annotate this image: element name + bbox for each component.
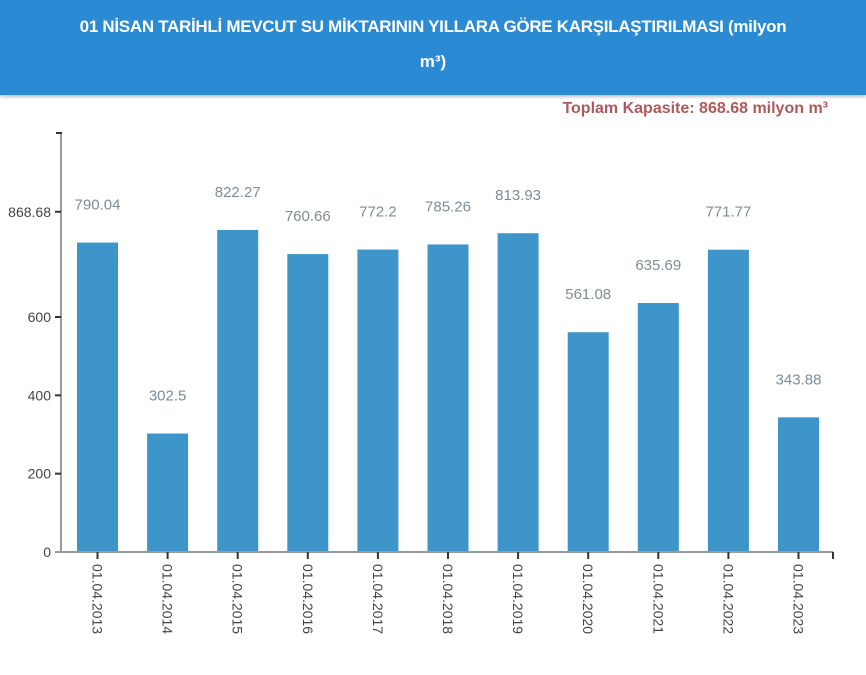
x-tick-label: 01.04.2020 bbox=[580, 564, 596, 634]
bar[interactable] bbox=[567, 332, 609, 552]
x-tick-label: 01.04.2019 bbox=[510, 564, 526, 634]
chart-title-line1: 01 NİSAN TARİHLİ MEVCUT SU MİKTARININ YI… bbox=[79, 17, 787, 36]
x-tick-label: 01.04.2013 bbox=[90, 564, 106, 634]
bar[interactable] bbox=[77, 242, 118, 552]
bar[interactable] bbox=[778, 417, 819, 552]
y-tick-label: 200 bbox=[28, 466, 52, 482]
bar-group: 343.88 bbox=[776, 371, 822, 552]
bar-group: 760.66 bbox=[285, 208, 331, 552]
chart-title-line2: m³) bbox=[419, 52, 447, 71]
bar[interactable] bbox=[637, 303, 679, 552]
bar-value-label: 302.5 bbox=[149, 388, 187, 405]
bar[interactable] bbox=[427, 244, 469, 553]
x-tick-label: 01.04.2022 bbox=[720, 564, 736, 634]
x-tick-label: 01.04.2023 bbox=[791, 564, 807, 634]
y-tick-label: 868.68 bbox=[8, 204, 51, 220]
x-tick-label: 01.04.2018 bbox=[440, 564, 456, 634]
bar[interactable] bbox=[147, 433, 189, 552]
y-tick-label: 400 bbox=[28, 387, 52, 403]
chart-header: 01 NİSAN TARİHLİ MEVCUT SU MİKTARININ YI… bbox=[0, 0, 866, 95]
bar-group: 822.27 bbox=[215, 184, 261, 552]
bar-group: 790.04 bbox=[75, 197, 121, 552]
bar-value-label: 635.69 bbox=[635, 257, 681, 274]
x-tick-label: 01.04.2017 bbox=[370, 564, 386, 634]
x-axis: 01.04.2013 01.04.2014 01.04.2015 01.04.2016… bbox=[55, 551, 834, 634]
x-tick-label: 01.04.2014 bbox=[160, 564, 176, 634]
bar-value-label: 790.04 bbox=[75, 197, 121, 214]
bar-group: 785.26 bbox=[425, 198, 471, 553]
bar-group: 813.93 bbox=[495, 187, 541, 552]
bar[interactable] bbox=[497, 233, 539, 552]
total-capacity-label: Toplam Kapasite: 868.68 milyon m³ bbox=[562, 100, 828, 117]
bars: 790.04 302.5 822.27 760.66 772.2 785.26 813.93… bbox=[75, 184, 822, 553]
bar-value-label: 785.26 bbox=[425, 198, 471, 215]
bar-value-label: 771.77 bbox=[705, 204, 751, 221]
bar-group: 771.77 bbox=[705, 204, 751, 552]
x-tick-label: 01.04.2021 bbox=[650, 564, 666, 634]
bar[interactable] bbox=[707, 249, 749, 552]
bar[interactable] bbox=[287, 254, 329, 552]
x-tick-label: 01.04.2015 bbox=[230, 564, 246, 634]
bar-value-label: 760.66 bbox=[285, 208, 331, 225]
y-tick-label: 0 bbox=[43, 544, 51, 560]
y-tick-label: 600 bbox=[28, 309, 52, 325]
bar-value-label: 813.93 bbox=[495, 187, 541, 204]
bar[interactable] bbox=[217, 229, 259, 552]
bar-value-label: 822.27 bbox=[215, 184, 261, 201]
bar-group: 302.5 bbox=[147, 388, 189, 552]
bar-group: 561.08 bbox=[565, 286, 611, 552]
bar[interactable] bbox=[357, 249, 399, 552]
x-tick-label: 01.04.2016 bbox=[300, 564, 316, 634]
bar-value-label: 772.2 bbox=[359, 204, 397, 221]
bar-group: 635.69 bbox=[635, 257, 681, 552]
y-axis: 0 200 400 600 868.68 bbox=[8, 132, 62, 560]
bar-value-label: 343.88 bbox=[776, 371, 822, 388]
bar-group: 772.2 bbox=[357, 204, 399, 552]
bar-value-label: 561.08 bbox=[565, 286, 611, 303]
